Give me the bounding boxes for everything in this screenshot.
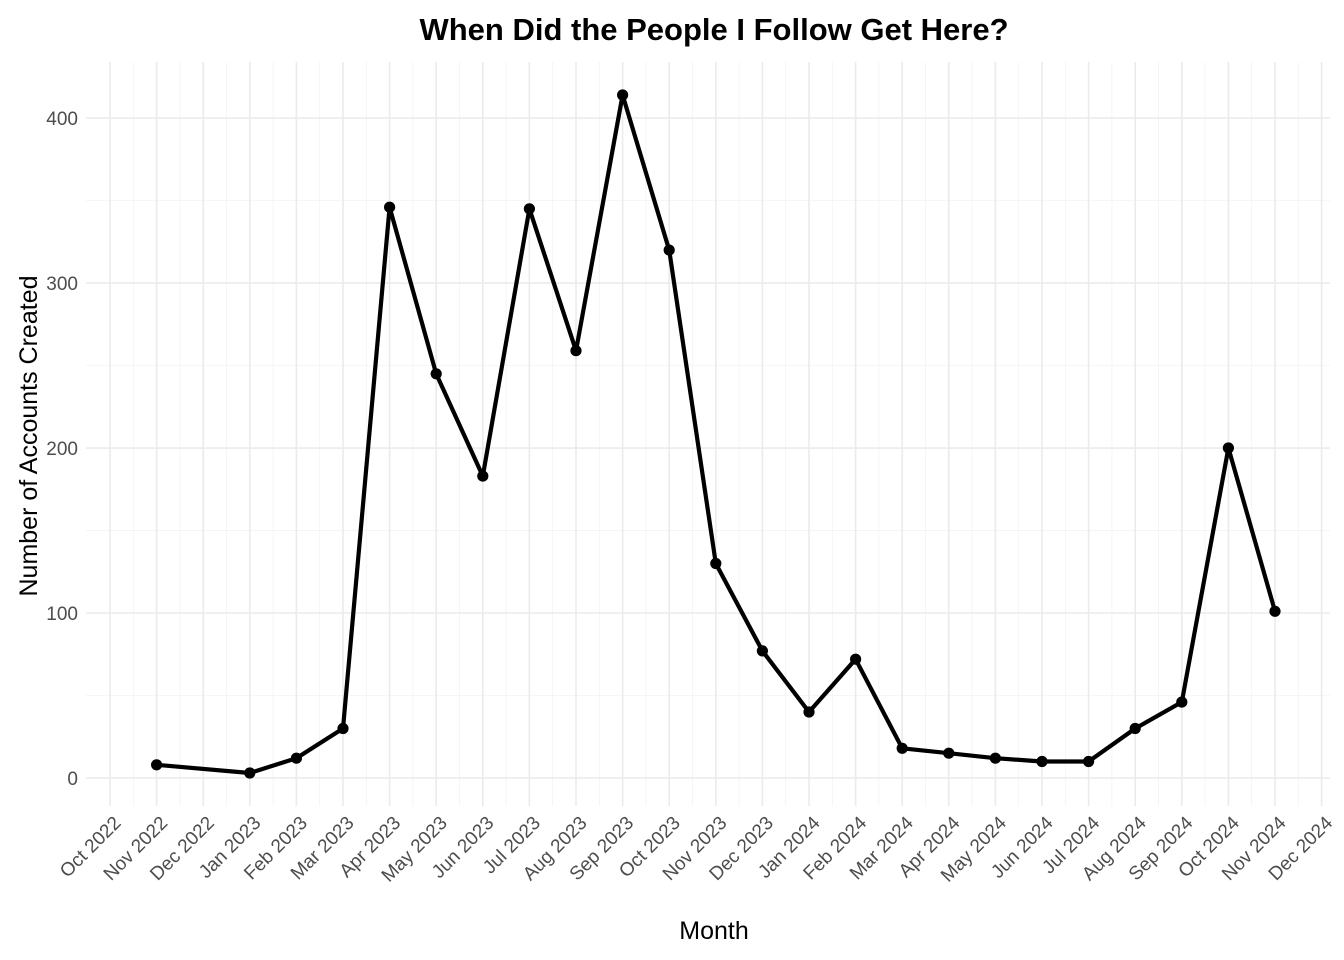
series-accounts-created [151,89,1281,779]
data-point [756,645,769,657]
data-point [1083,755,1095,768]
y-tick-label: 100 [46,604,78,625]
data-point [151,759,163,771]
data-point [710,557,722,570]
data-point [989,752,1002,764]
data-point [1036,755,1048,768]
y-tick-label: 300 [46,274,78,295]
chart-title: When Did the People I Follow Get Here? [419,12,1008,47]
data-point [290,752,302,764]
data-point [1269,605,1281,617]
data-point [803,706,815,718]
data-point [896,742,908,754]
data-point [1129,722,1141,735]
data-point [244,767,256,779]
data-point [943,747,955,759]
data-point [570,345,582,357]
y-axis-title: Number of Accounts Created [15,276,43,597]
data-point [850,653,862,665]
data-point [384,201,396,213]
x-axis-title: Month [679,917,748,945]
grid [86,62,1330,806]
data-point [430,368,442,380]
data-point [477,470,489,482]
data-point [523,203,536,215]
y-axis-ticks: 0 100 200 300 400 [46,109,78,790]
series-line [154,92,1278,776]
y-tick-label: 200 [46,439,78,460]
data-point [617,89,629,101]
y-tick-label: 0 [67,769,78,790]
data-point [337,722,349,735]
data-point [1222,442,1234,454]
data-point [663,244,675,256]
y-tick-label: 400 [46,109,78,130]
data-point [1176,696,1188,708]
